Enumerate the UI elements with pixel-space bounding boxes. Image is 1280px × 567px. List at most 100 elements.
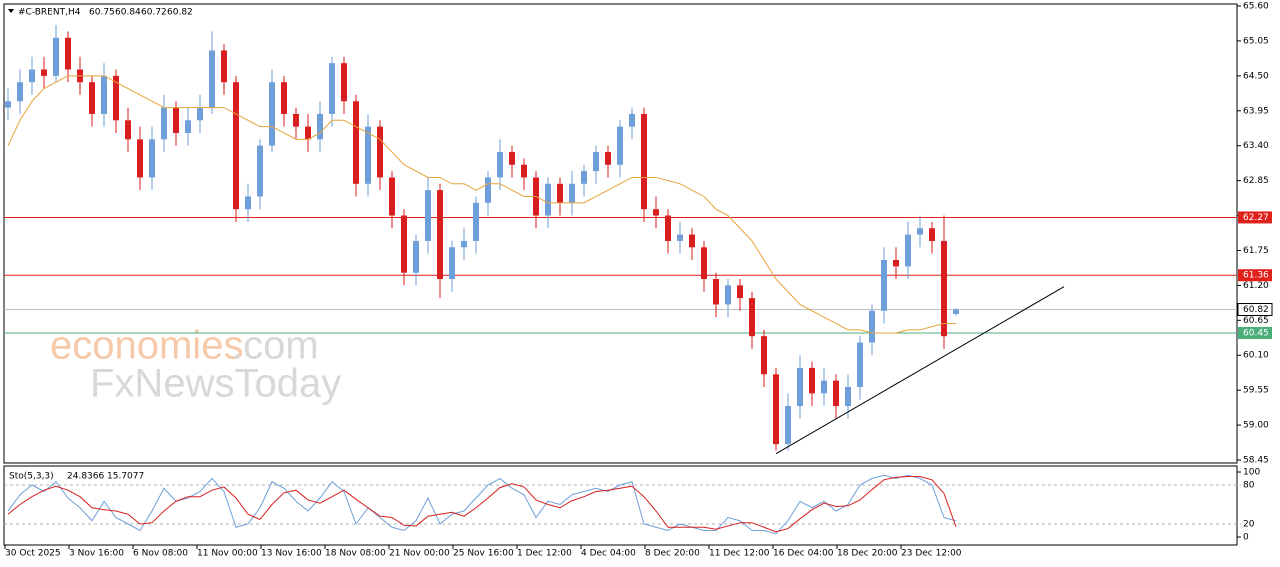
candle-body [341,63,347,102]
candle-body [701,247,707,280]
candle-body [605,152,611,165]
candle-body [5,101,11,108]
y-tick-label: 60.65 [1243,316,1269,326]
candle-body [329,63,335,114]
candle-body [737,285,743,299]
candle-body [197,107,203,121]
stoch-tick-label: 100 [1243,468,1260,478]
candle-body [869,310,875,343]
candle-body [65,37,71,70]
x-tick-label: 18 Dec 20:00 [837,549,898,559]
candle-body [425,190,431,241]
stoch-title: Sto(5,3,3) [9,472,54,482]
level-label-box [1238,269,1272,282]
level-label-box [1238,211,1272,224]
candle-body [893,259,899,267]
level-label: 61.36 [1243,271,1269,281]
candle-body [689,234,695,248]
candle-body [245,196,251,210]
candle-body [521,164,527,178]
candle-body [161,107,167,140]
x-tick-label: 16 Dec 04:00 [773,549,834,559]
x-tick-label: 21 Nov 00:00 [389,549,450,559]
x-tick-label: 13 Nov 16:00 [261,549,322,559]
candle-body [317,113,323,140]
candle-body [953,309,959,314]
y-tick-label: 63.40 [1243,141,1269,151]
x-tick-label: 18 Nov 08:00 [325,549,386,559]
y-tick-label: 65.60 [1243,2,1269,12]
candle-body [677,234,683,241]
stoch-line [7,476,957,533]
candle-body [905,234,911,267]
y-tick-label: 64.50 [1243,71,1269,81]
price-label-box [1237,303,1273,317]
candle-body [17,82,23,102]
candle-body [713,279,719,305]
candle-body [773,374,779,445]
x-tick-label: 4 Dec 04:00 [581,549,636,559]
candle-body [941,240,947,337]
y-tick-label: 59.55 [1243,386,1269,396]
y-tick-label: 59.00 [1243,421,1269,431]
candle-body [173,107,179,133]
candle-body [209,50,215,108]
candle-body [485,177,491,203]
candle-body [89,82,95,114]
candle-body [269,82,275,146]
candle-body [461,240,467,248]
candle-body [617,126,623,165]
candle-body [389,177,395,216]
candle-body [545,183,551,216]
x-tick-label: 8 Dec 20:00 [645,549,700,559]
candle-body [221,50,227,83]
level-label-box [1238,327,1272,340]
y-tick-label: 58.45 [1243,456,1269,466]
stoch-panel [3,465,1238,546]
candle-body [749,298,755,337]
stoch-main: 24.8366 [67,472,104,482]
x-tick-label: 11 Nov 00:00 [197,549,258,559]
watermark: FxNewsToday [90,362,341,406]
candle-body [137,139,143,178]
candle-body [149,139,155,178]
candle-body [629,113,635,127]
candle-body [857,342,863,387]
candle-body [353,101,359,184]
candle-body [365,126,371,184]
y-tick-label: 60.10 [1243,351,1269,361]
candle-body [377,126,383,178]
chart-title: #C-BRENT,H4 [18,8,81,18]
stoch-signal: 15.7077 [107,472,144,482]
stoch-tick-label: 80 [1243,481,1255,491]
candle-body [437,190,443,280]
x-tick-label: 25 Nov 16:00 [453,549,514,559]
candle-body [497,152,503,178]
candle-body [449,247,455,280]
x-tick-label: 1 Dec 12:00 [517,549,572,559]
candle-body [785,406,791,445]
menu-arrow [8,9,14,13]
y-tick-label: 62.85 [1243,176,1269,186]
moving-average [7,75,956,334]
ohlc-open: 60.75 [89,8,115,18]
y-tick-label: 65.05 [1243,36,1269,46]
candle-body [665,215,671,241]
candle-body [233,82,239,210]
candle-body [257,145,263,197]
candle-body [101,75,107,114]
candle-body [305,126,311,140]
candle-body [821,380,827,394]
candle-body [809,367,815,394]
candle-body [725,285,731,305]
candle-body [641,113,647,210]
candle-body [413,240,419,273]
candle-body [833,380,839,407]
level-label: 62.27 [1243,213,1269,223]
x-tick-label: 23 Dec 12:00 [901,549,962,559]
candle-body [917,228,923,235]
candle-body [473,202,479,241]
candle-body [113,75,119,121]
candle-body [593,152,599,172]
